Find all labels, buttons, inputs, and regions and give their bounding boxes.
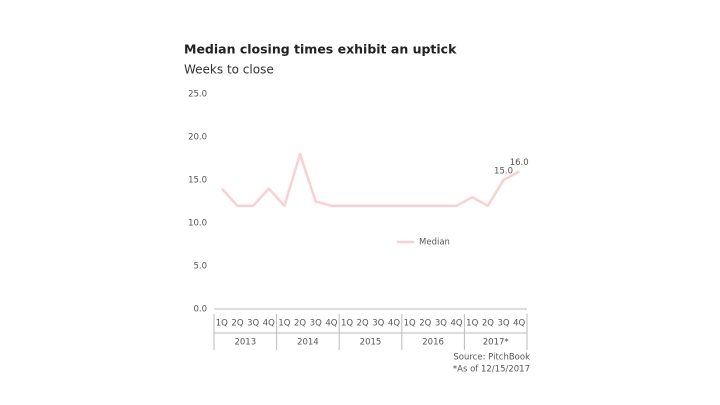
y-tick-label: 25.0 — [188, 90, 207, 100]
x-tick-label: 4Q — [325, 319, 337, 329]
x-tick-label: 1Q — [216, 319, 228, 329]
x-tick-label: 1Q — [278, 319, 290, 329]
x-tick-label: 3Q — [497, 319, 509, 329]
y-tick-label: 0.0 — [193, 305, 207, 315]
legend-label: Median — [419, 238, 450, 248]
y-tick-label: 5.0 — [193, 262, 207, 272]
x-tick-label: 3Q — [435, 319, 447, 329]
y-tick-label: 20.0 — [188, 133, 207, 143]
x-tick-label: 2Q — [357, 319, 369, 329]
x-tick-label: 2Q — [419, 319, 431, 329]
x-tick-label: 3Q — [247, 319, 259, 329]
x-tick-label: 4Q — [513, 319, 525, 329]
x-tick-label: 4Q — [263, 319, 275, 329]
x-tick-label: 4Q — [451, 319, 463, 329]
chart-subtitle: Weeks to close — [184, 63, 274, 77]
group-label: 2013 — [234, 338, 256, 348]
x-tick-label: 2Q — [231, 319, 243, 329]
x-tick-label: 2Q — [294, 319, 306, 329]
x-tick-label: 1Q — [466, 319, 478, 329]
chart-title: Median closing times exhibit an uptick — [184, 42, 457, 57]
series-line — [220, 152, 520, 208]
x-tick-label: 2Q — [482, 319, 494, 329]
x-tick-label: 1Q — [341, 319, 353, 329]
x-tick-label: 3Q — [372, 319, 384, 329]
x-tick-label: 4Q — [388, 319, 400, 329]
group-label: 2014 — [297, 338, 319, 348]
group-label: 2017* — [483, 338, 509, 348]
date-note: *As of 12/15/2017 — [453, 365, 530, 375]
group-label: 2015 — [360, 338, 382, 348]
group-label: 2016 — [422, 338, 444, 348]
y-tick-label: 10.0 — [188, 219, 207, 229]
source-note: Source: PitchBook — [453, 353, 530, 363]
data-label: 16.0 — [510, 158, 529, 168]
x-tick-label: 3Q — [310, 319, 322, 329]
x-tick-label: 1Q — [404, 319, 416, 329]
data-label: 15.0 — [494, 167, 513, 177]
y-tick-label: 15.0 — [188, 176, 207, 186]
